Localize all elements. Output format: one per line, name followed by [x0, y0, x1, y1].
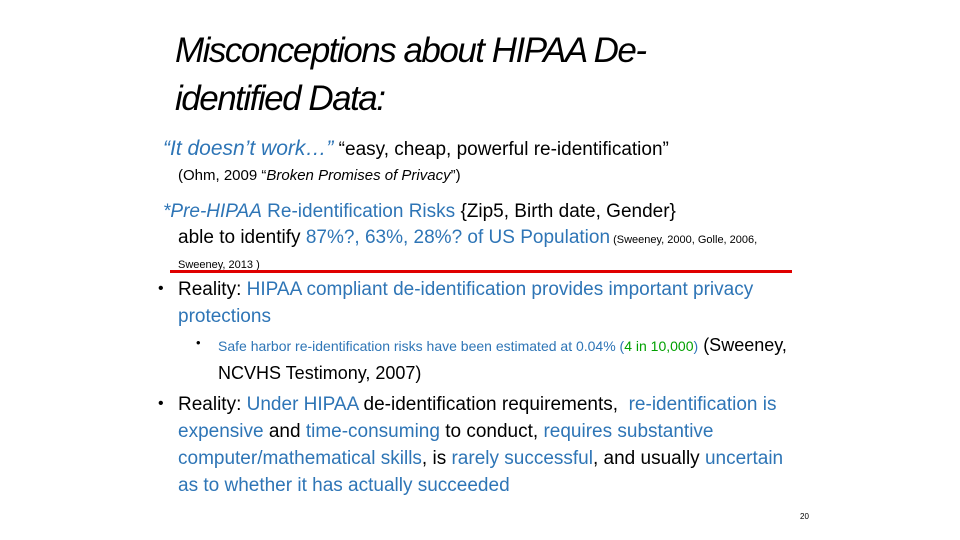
title-line: identified Data: — [175, 79, 386, 118]
text-run: 87%?, 63%, 28%? of US Population — [305, 227, 611, 248]
bullet: • — [158, 280, 164, 297]
text-run: Broken Promises of Privacy — [266, 167, 451, 184]
text-run: re-identification is expensive — [178, 394, 782, 442]
text-run: (Ohm, 2009 “ — [178, 167, 267, 184]
text-run: Safe harbor re-identification risks have… — [218, 338, 625, 354]
text-run: rarely successful — [451, 448, 593, 469]
citation: (Ohm, 2009 “Broken Promises of Privacy”) — [178, 163, 798, 189]
text-run: (Sweeney, NCVHS Testimony, 2007) — [218, 335, 792, 383]
text-run: and — [263, 421, 306, 442]
sub-bullet-text: Safe harbor re-identification risks have… — [218, 332, 798, 388]
page-number: 20 — [800, 512, 809, 521]
title-line: Misconceptions about HIPAA De- — [175, 31, 647, 70]
text-run: , and usually — [592, 448, 705, 469]
text-run: Reality: — [178, 394, 247, 415]
text-run: {Zip5, Birth date, Gender} — [460, 201, 676, 222]
text-run: (Sweeney, 2000, Golle, 2006, Sweeney, 20… — [178, 234, 761, 271]
text-run: ”) — [450, 167, 461, 184]
text-run: Reality: — [178, 279, 247, 300]
risk-heading: *Pre-HIPAA Re-identification Risks {Zip5… — [163, 199, 803, 226]
text-run: to conduct, — [439, 421, 544, 442]
text-run: , is — [421, 448, 452, 469]
text-run: uncertain as to whether it has actually … — [178, 448, 789, 496]
risk-detail: able to identify 87%?, 63%, 28%? of US P… — [178, 226, 798, 277]
bullet-text: Reality: Under HIPAA de-identification r… — [178, 392, 788, 500]
quote: “It doesn’t work…” “easy, cheap, powerfu… — [163, 136, 803, 164]
text-run: HIPAA compliant de-identification provid… — [178, 279, 759, 327]
text-run: time-consuming — [305, 421, 440, 442]
divider — [170, 270, 792, 273]
text-run: “easy, cheap, powerful re-identification… — [333, 139, 669, 160]
text-run: able to identify — [178, 227, 306, 248]
sub-bullet: • — [196, 335, 201, 350]
text-run: Re-identification Risks — [261, 201, 461, 222]
text-run: “It doesn’t work…” — [163, 137, 334, 160]
text-run: Under HIPAA — [246, 394, 359, 415]
text-run: de-identification requirements, — [358, 394, 629, 415]
bullet: • — [158, 395, 164, 412]
text-run: 4 in 10,000 — [624, 338, 694, 354]
text-run: ) — [693, 338, 699, 354]
bullet-text: Reality: HIPAA compliant de-identificati… — [178, 277, 788, 331]
text-run: requires substantive computer/mathematic… — [178, 421, 719, 469]
text-run: *Pre-HIPAA — [163, 201, 262, 222]
